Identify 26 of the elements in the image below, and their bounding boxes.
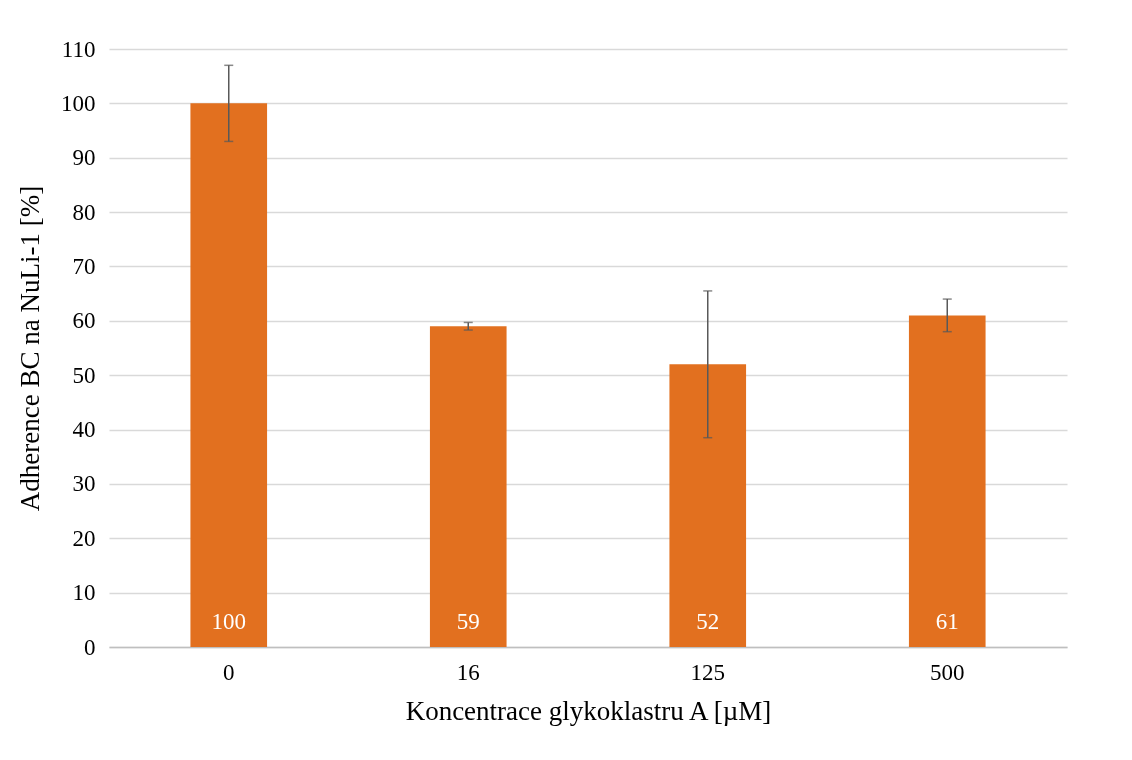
y-tick-label: 50	[72, 362, 96, 388]
x-axis-title: Koncentrace glykoklastru A [µM]	[405, 695, 772, 726]
y-tick-label: 110	[61, 36, 96, 62]
y-tick-label: 0	[84, 634, 96, 660]
y-tick-label: 70	[72, 253, 96, 279]
y-tick-label: 90	[72, 145, 96, 171]
data-label: 100	[211, 609, 246, 634]
x-tick-label: 125	[690, 659, 725, 685]
y-tick-label: 60	[72, 308, 96, 334]
x-tick-label: 16	[456, 659, 480, 685]
x-tick-label: 0	[223, 659, 235, 685]
y-tick-label: 20	[72, 525, 96, 551]
bar	[429, 326, 507, 647]
y-axis-title: Adherence BC na NuLi-1 [%]	[15, 185, 45, 512]
y-tick-label: 100	[61, 90, 96, 116]
data-label: 61	[935, 609, 959, 634]
bar	[908, 315, 986, 647]
y-tick-label: 40	[72, 417, 96, 443]
data-label: 52	[696, 609, 720, 634]
y-tick-label: 30	[72, 471, 96, 497]
bar	[190, 103, 268, 647]
y-tick-label: 80	[72, 199, 96, 225]
bar	[669, 364, 747, 647]
data-label: 59	[456, 609, 480, 634]
y-tick-label: 10	[72, 580, 96, 606]
x-tick-label: 500	[930, 659, 965, 685]
